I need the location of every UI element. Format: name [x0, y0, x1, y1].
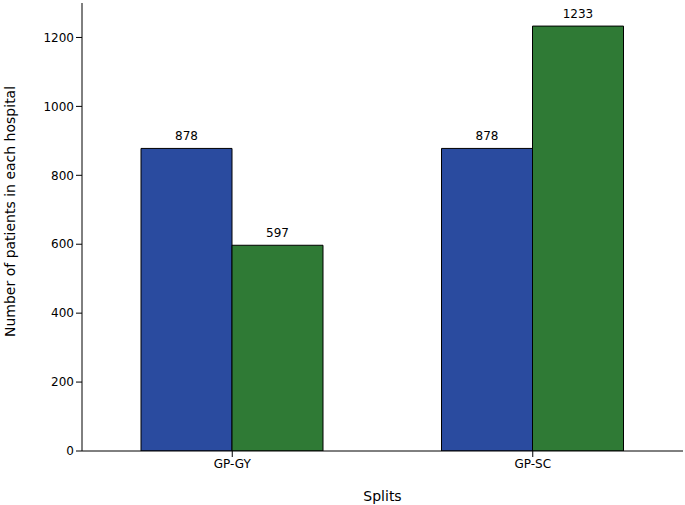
svg-text:878: 878 [175, 129, 198, 143]
svg-text:200: 200 [51, 375, 74, 389]
svg-text:600: 600 [51, 237, 74, 251]
svg-text:1233: 1233 [563, 7, 594, 21]
svg-text:GP-SC: GP-SC [514, 457, 551, 471]
svg-text:1000: 1000 [43, 100, 74, 114]
svg-text:GP-GY: GP-GY [214, 457, 252, 471]
svg-text:1200: 1200 [43, 31, 74, 45]
svg-text:Number of patients in each hos: Number of patients in each hospital [8, 86, 18, 337]
svg-text:878: 878 [476, 129, 499, 143]
svg-text:0: 0 [66, 444, 74, 458]
svg-text:800: 800 [51, 169, 74, 183]
svg-text:400: 400 [51, 306, 74, 320]
svg-text:Splits: Splits [363, 488, 401, 504]
svg-text:597: 597 [266, 226, 289, 240]
